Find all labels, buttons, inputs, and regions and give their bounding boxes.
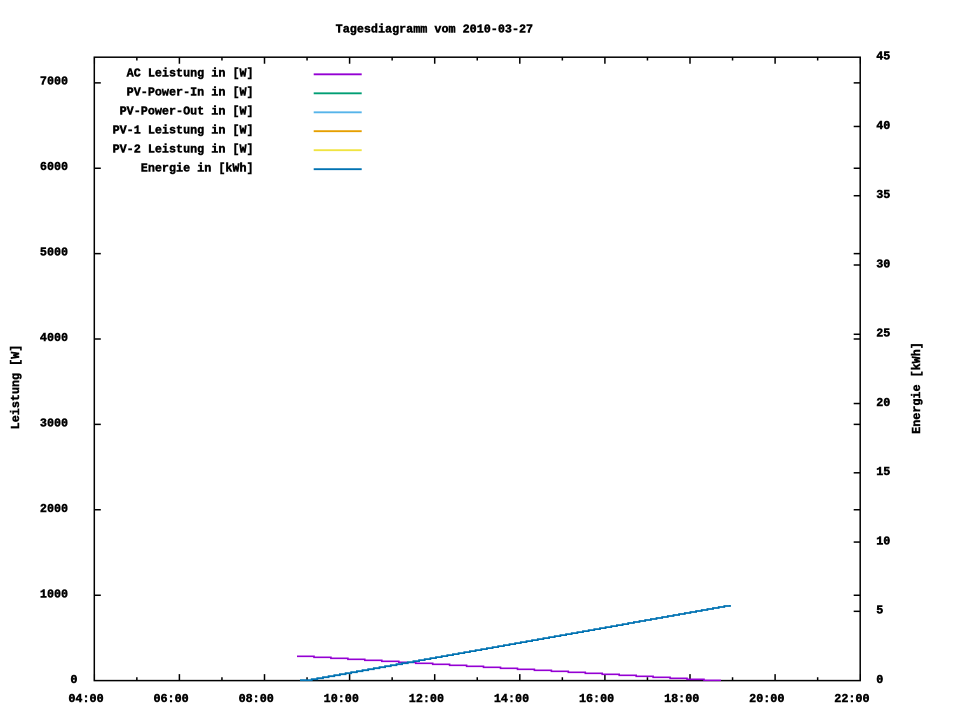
svg-text:5000: 5000 — [40, 246, 68, 260]
svg-text:20: 20 — [876, 396, 890, 410]
svg-text:15: 15 — [876, 465, 890, 479]
svg-text:PV-1 Leistung in [W]: PV-1 Leistung in [W] — [113, 123, 254, 137]
svg-text:14:00: 14:00 — [494, 692, 529, 706]
svg-text:06:00: 06:00 — [153, 692, 188, 706]
svg-text:30: 30 — [876, 257, 890, 271]
svg-text:10:00: 10:00 — [324, 692, 359, 706]
svg-text:04:00: 04:00 — [68, 692, 103, 706]
svg-text:1000: 1000 — [40, 588, 68, 602]
svg-text:AC Leistung in [W]: AC Leistung in [W] — [127, 66, 254, 80]
svg-text:25: 25 — [876, 327, 890, 341]
svg-text:0: 0 — [876, 673, 883, 687]
svg-text:45: 45 — [876, 50, 890, 64]
svg-text:40: 40 — [876, 119, 890, 133]
svg-text:4000: 4000 — [40, 331, 68, 345]
svg-text:16:00: 16:00 — [579, 692, 614, 706]
svg-text:10: 10 — [876, 534, 890, 548]
svg-text:22:00: 22:00 — [834, 692, 869, 706]
svg-text:Energie in [kWh]: Energie in [kWh] — [141, 161, 254, 175]
svg-text:3000: 3000 — [40, 417, 68, 431]
svg-text:7000: 7000 — [40, 75, 68, 89]
svg-text:20:00: 20:00 — [749, 692, 784, 706]
svg-text:12:00: 12:00 — [409, 692, 444, 706]
svg-text:Tagesdiagramm vom 2010-03-27: Tagesdiagramm vom 2010-03-27 — [336, 23, 533, 37]
svg-text:PV-Power-In in [W]: PV-Power-In in [W] — [127, 85, 254, 99]
svg-text:PV-Power-Out in [W]: PV-Power-Out in [W] — [120, 104, 254, 118]
svg-text:6000: 6000 — [40, 160, 68, 174]
svg-text:Energie [kWh]: Energie [kWh] — [910, 342, 924, 434]
svg-text:35: 35 — [876, 188, 890, 202]
svg-text:5: 5 — [876, 604, 883, 618]
svg-text:2000: 2000 — [40, 502, 68, 516]
svg-text:0: 0 — [70, 673, 77, 687]
svg-text:Leistung [W]: Leistung [W] — [9, 345, 23, 430]
svg-text:18:00: 18:00 — [664, 692, 699, 706]
svg-text:08:00: 08:00 — [239, 692, 274, 706]
svg-text:PV-2 Leistung in [W]: PV-2 Leistung in [W] — [113, 142, 254, 156]
